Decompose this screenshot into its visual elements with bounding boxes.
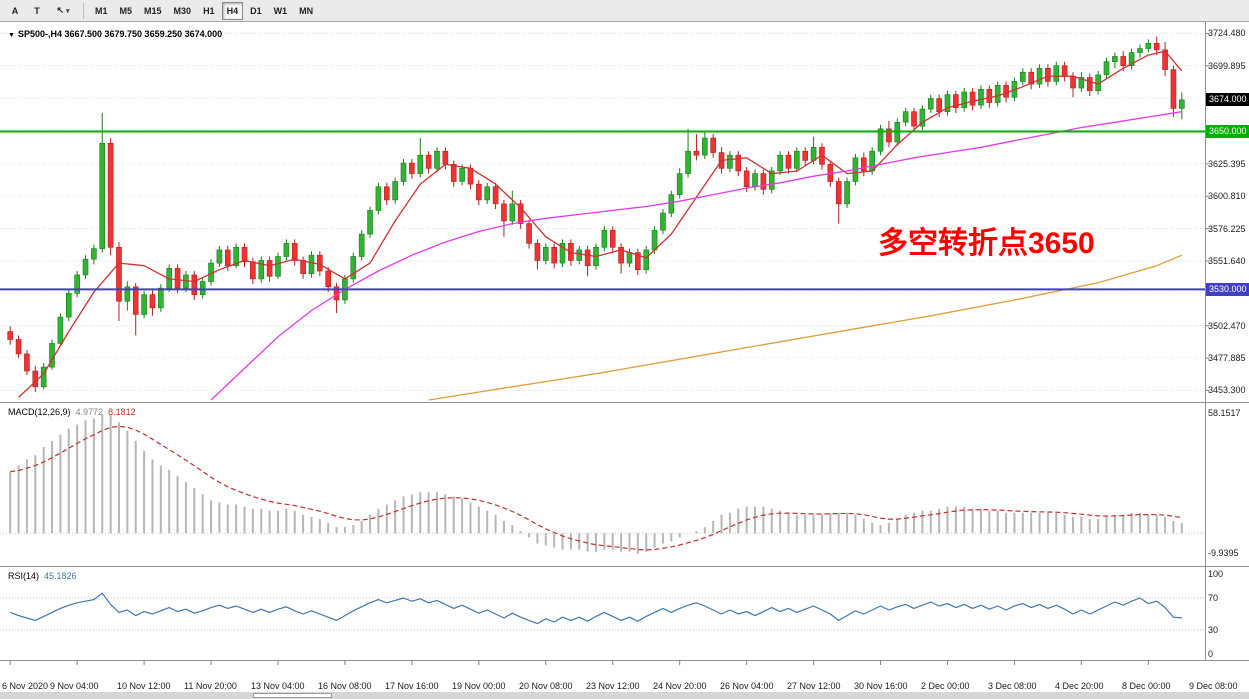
- timeframe-m5-button[interactable]: M5: [115, 2, 138, 20]
- time-axis-label: 26 Nov 04:00: [720, 681, 774, 691]
- macd-axis-label: 58.1517: [1208, 408, 1241, 418]
- price-axis-label: 3699.895: [1208, 61, 1246, 71]
- timeframe-h1-button[interactable]: H1: [198, 2, 220, 20]
- macd-value: 4.9772: [75, 407, 104, 417]
- timeframe-m15-button[interactable]: M15: [139, 2, 167, 20]
- current-price-badge: 3674.000: [1206, 93, 1249, 106]
- price-axis-label: 3600.810: [1208, 191, 1246, 201]
- time-axis-label: 16 Nov 08:00: [318, 681, 372, 691]
- chart-annotation: 多空转折点3650: [878, 227, 1095, 260]
- price-axis-label: 3724.480: [1208, 28, 1246, 38]
- time-axis-label: 13 Nov 04:00: [251, 681, 305, 691]
- time-axis-label: 9 Dec 08:00: [1189, 681, 1238, 691]
- macd-name: MACD(12,26,9): [8, 407, 71, 417]
- time-axis-label: 9 Nov 04:00: [50, 681, 99, 691]
- rsi-axis-label: 30: [1208, 625, 1219, 635]
- toolbar: A T ↖ ▾ M1 M5 M15 M30 H1 H4 D1 W1 MN: [0, 0, 1249, 22]
- rsi-value: 45.1826: [44, 571, 77, 581]
- timeframe-m30-button[interactable]: M30: [169, 2, 197, 20]
- toolbar-separator: [83, 2, 84, 19]
- price-axis-label: 3625.395: [1208, 159, 1246, 169]
- timeframe-d1-button[interactable]: D1: [245, 2, 267, 20]
- time-axis-label: 20 Nov 08:00: [519, 681, 573, 691]
- macd-signal-value: 8.1812: [108, 407, 136, 417]
- rsi-axis-label: 70: [1208, 593, 1219, 603]
- price-axis-label: 3576.225: [1208, 224, 1246, 234]
- collapse-icon[interactable]: ▼: [8, 32, 15, 39]
- price-axis-label: 3477.885: [1208, 353, 1246, 363]
- time-axis-label: 27 Nov 12:00: [787, 681, 841, 691]
- hline-3650-badge[interactable]: 3650.000: [1206, 125, 1249, 138]
- time-axis-label: 17 Nov 16:00: [385, 681, 439, 691]
- hline-3530-badge[interactable]: 3530.000: [1206, 283, 1249, 296]
- time-axis-label: 30 Nov 16:00: [854, 681, 908, 691]
- chart-header: ▼ SP500-,H4 3667.500 3679.750 3659.250 36…: [8, 29, 222, 39]
- bottom-scrollbar[interactable]: [0, 692, 1249, 699]
- time-axis-label: 2 Dec 00:00: [921, 681, 970, 691]
- timeframe-m1-button[interactable]: M1: [90, 2, 113, 20]
- time-axis-label: 3 Dec 08:00: [988, 681, 1037, 691]
- rsi-axis-label: 0: [1208, 649, 1214, 659]
- price-axis-label: 3502.470: [1208, 321, 1246, 331]
- time-axis-label: 10 Nov 12:00: [117, 681, 171, 691]
- scrollbar-thumb[interactable]: [253, 693, 332, 698]
- macd-axis-label: -9.9395: [1208, 548, 1239, 558]
- timeframe-h4-button[interactable]: H4: [221, 1, 244, 20]
- time-axis-label: 23 Nov 12:00: [586, 681, 640, 691]
- text-tool-button[interactable]: T: [27, 2, 47, 20]
- time-axis-label: 6 Nov 2020: [2, 681, 49, 691]
- cursor-dropdown-button[interactable]: ↖ ▾: [49, 2, 77, 20]
- time-axis-label: 4 Dec 20:00: [1055, 681, 1104, 691]
- time-axis-label: 8 Dec 00:00: [1122, 681, 1171, 691]
- rsi-axis-label: 100: [1208, 569, 1224, 579]
- timeframe-w1-button[interactable]: W1: [269, 2, 293, 20]
- price-axis-label: 3453.300: [1208, 385, 1246, 395]
- time-axis-label: 11 Nov 20:00: [184, 681, 237, 691]
- cursor-icon: ↖: [56, 5, 65, 15]
- chevron-down-icon: ▾: [66, 8, 70, 15]
- rsi-title: RSI(14) 45.1826: [8, 571, 77, 581]
- time-axis-label: 19 Nov 00:00: [452, 681, 506, 691]
- price-axis-label: 3551.640: [1208, 256, 1246, 266]
- symbol-period: SP500-,H4: [17, 29, 62, 39]
- timeframe-mn-button[interactable]: MN: [294, 2, 318, 20]
- rsi-name: RSI(14): [8, 571, 40, 581]
- time-axis-label: 24 Nov 20:00: [653, 681, 707, 691]
- macd-title: MACD(12,26,9) 4.9772 8.1812: [8, 407, 136, 417]
- ohlc-readout: 3667.500 3679.750 3659.250 3674.000: [64, 29, 223, 39]
- arrow-tool-button[interactable]: A: [5, 2, 25, 20]
